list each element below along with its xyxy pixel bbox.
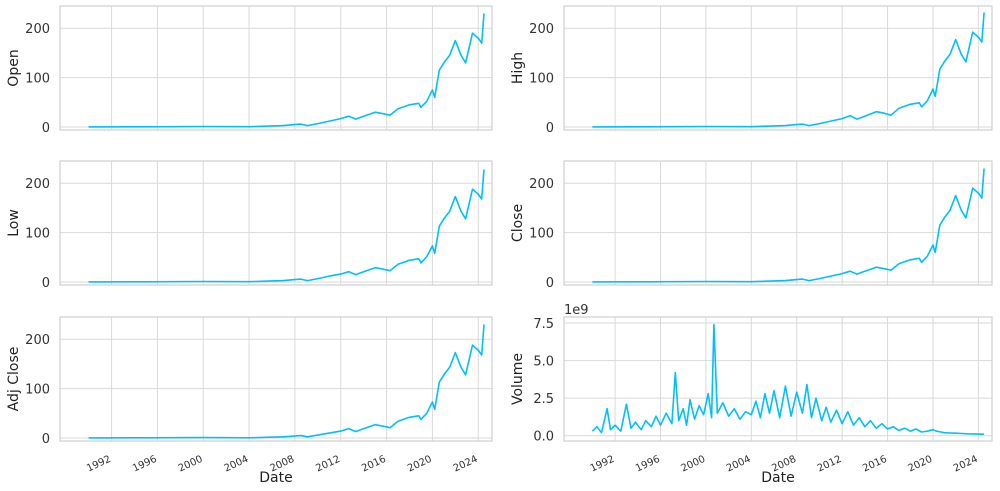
axes-frame [563,160,993,286]
y-tick-label: 200 [25,333,50,348]
series-line [592,168,985,283]
y-tick-label: 0 [42,121,50,136]
series-line [592,12,985,128]
y-tick-label: 2.5 [533,392,554,407]
x-tick-label: 2004 [223,454,251,475]
x-tick-label: 2000 [679,454,707,475]
y-tick-label: 7.5 [533,317,554,332]
axes-frame [59,160,493,286]
x-axis-label: Date [761,470,794,486]
axes-frame [563,316,993,442]
x-axis-label: Date [259,470,292,486]
y-tick-label: 100 [529,72,554,87]
axis-offset-label: 1e9 [564,303,589,318]
x-tick-label: 2016 [360,454,388,475]
y-tick-label: 0.0 [533,430,554,445]
y-tick-label: 0 [42,432,50,447]
x-tick-label: 2024 [952,454,980,475]
y-tick-label: 100 [25,227,50,242]
series-line [591,323,985,435]
axes-frame [59,316,493,442]
y-axis-label: Volume [510,353,526,405]
x-tick-label: 2012 [816,454,844,475]
series-line [88,169,485,283]
x-tick-label: 2024 [452,454,480,475]
x-tick-label: 1992 [589,454,617,475]
x-tick-label: 2016 [861,454,889,475]
y-tick-label: 5.0 [533,355,554,370]
y-axis-label: High [510,52,526,84]
y-axis-label: Low [6,209,22,237]
y-tick-label: 0 [546,276,554,291]
x-tick-label: 2020 [406,454,434,475]
axes-frame [59,5,493,131]
y-axis-label: Open [6,49,22,86]
series-line [88,324,485,439]
y-axis-label: Adj Close [6,347,22,412]
y-tick-label: 200 [529,22,554,37]
x-tick-label: 2000 [177,454,205,475]
y-tick-label: 0 [546,121,554,136]
y-tick-label: 100 [25,72,50,87]
y-tick-label: 100 [529,227,554,242]
x-tick-label: 2012 [314,454,342,475]
x-tick-label: 1996 [634,454,662,475]
axes-frame [563,5,993,131]
x-tick-label: 2020 [907,454,935,475]
x-tick-label: 1996 [131,454,159,475]
y-tick-label: 200 [25,22,50,37]
y-tick-label: 200 [529,177,554,192]
x-tick-label: 2004 [725,454,753,475]
y-tick-label: 200 [25,177,50,192]
y-tick-label: 100 [25,383,50,398]
subplot-low: 0 100 200 Low [6,160,493,291]
y-tick-label: 0 [42,276,50,291]
y-axis-label: Close [510,204,526,242]
series-line [88,13,485,128]
x-tick-label: 1992 [85,454,113,475]
